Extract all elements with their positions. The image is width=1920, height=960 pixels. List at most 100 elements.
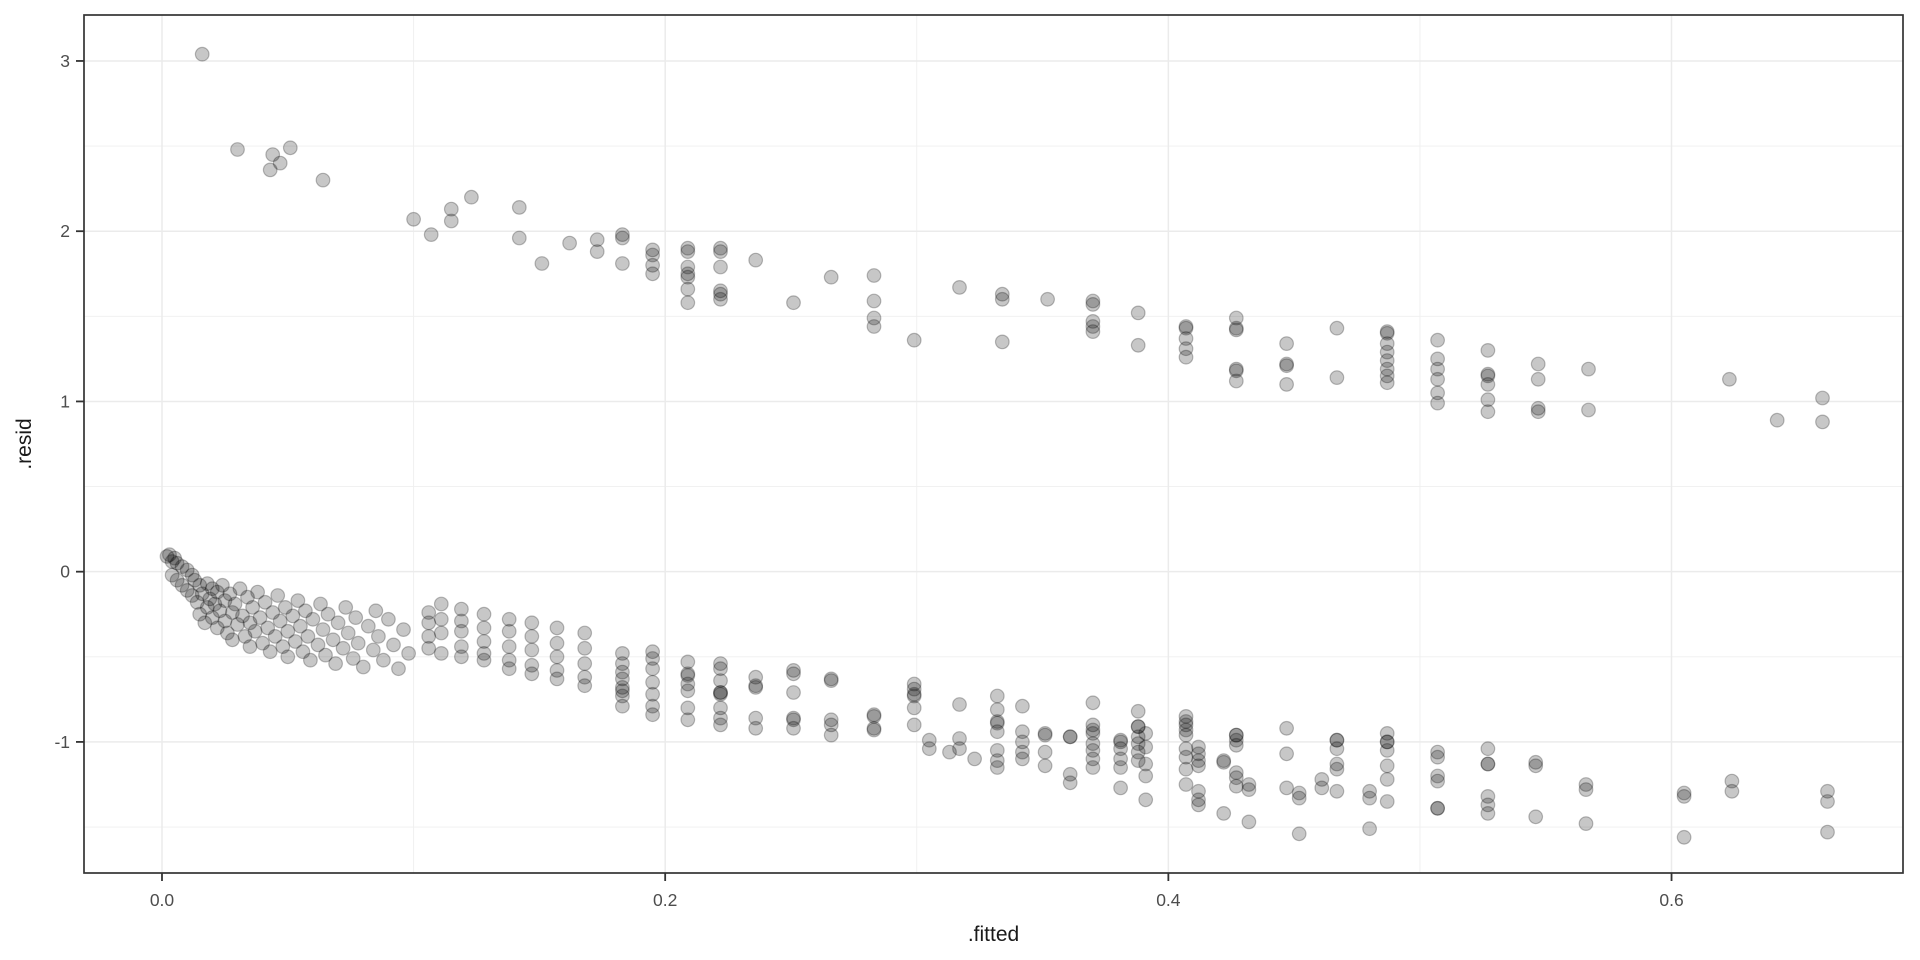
data-point — [396, 622, 411, 637]
data-point — [338, 600, 354, 615]
data-point — [524, 666, 540, 682]
data-point — [645, 674, 660, 690]
data-point — [1430, 768, 1445, 784]
data-point — [866, 707, 882, 723]
data-point — [645, 644, 660, 660]
data-point — [1130, 753, 1146, 768]
data-point — [1130, 305, 1146, 321]
data-point — [713, 286, 728, 302]
data-point — [577, 656, 593, 671]
data-point — [1015, 724, 1030, 740]
data-point — [748, 252, 764, 268]
data-point — [1062, 766, 1078, 782]
data-point — [713, 244, 728, 260]
data-point — [476, 652, 492, 668]
data-point — [906, 700, 922, 716]
data-point — [265, 605, 281, 620]
data-point — [1430, 371, 1445, 387]
data-point — [230, 617, 245, 632]
data-point — [615, 230, 630, 246]
data-point — [786, 712, 801, 728]
data-point — [1329, 732, 1345, 748]
data-point — [179, 583, 195, 598]
data-point — [823, 671, 839, 687]
data-point — [1279, 780, 1294, 796]
data-point — [906, 688, 922, 704]
data-point — [272, 613, 288, 629]
data-point — [823, 673, 839, 688]
data-point — [713, 685, 728, 700]
data-point — [204, 581, 220, 597]
data-point — [786, 295, 801, 311]
data-point — [1329, 370, 1345, 386]
data-point — [524, 642, 540, 658]
data-point — [1480, 343, 1496, 358]
data-point — [1379, 353, 1395, 369]
data-point — [1015, 698, 1030, 714]
data-point — [1138, 726, 1154, 741]
data-point — [1130, 744, 1146, 760]
data-point — [391, 661, 406, 677]
data-point — [340, 625, 356, 641]
data-point — [476, 646, 492, 661]
data-point — [1113, 732, 1128, 748]
y-tick-label: 2 — [60, 221, 70, 241]
data-point — [615, 680, 630, 695]
data-point — [270, 588, 286, 603]
data-point — [680, 259, 696, 275]
points-layer — [159, 46, 1835, 845]
data-point — [1480, 789, 1496, 804]
data-point — [267, 629, 283, 644]
data-point — [242, 615, 258, 631]
data-point — [786, 666, 801, 682]
data-point — [1430, 351, 1445, 367]
data-point — [615, 671, 630, 687]
data-point — [562, 235, 577, 251]
data-point — [786, 685, 801, 700]
data-point — [454, 623, 469, 639]
data-point — [1430, 361, 1445, 377]
data-point — [1430, 749, 1445, 765]
data-point — [1216, 806, 1232, 821]
data-point — [989, 715, 1005, 731]
data-point — [866, 709, 882, 724]
data-point — [272, 155, 288, 171]
data-point — [242, 639, 258, 654]
data-point — [1228, 373, 1244, 389]
data-point — [680, 266, 696, 282]
data-point — [1178, 714, 1194, 729]
data-point — [786, 663, 801, 678]
data-point — [994, 286, 1010, 302]
data-point — [1430, 395, 1445, 411]
data-point — [1480, 392, 1496, 408]
data-point — [906, 676, 922, 692]
data-point — [1379, 336, 1395, 352]
data-point — [645, 257, 660, 273]
data-point — [1379, 726, 1395, 741]
data-point — [1578, 816, 1594, 831]
data-point — [866, 319, 882, 334]
data-point — [1815, 390, 1830, 406]
data-point — [187, 572, 203, 588]
data-point — [386, 637, 401, 653]
data-point — [1085, 695, 1101, 711]
data-point — [1178, 717, 1194, 733]
data-point — [1362, 790, 1377, 806]
data-point — [443, 201, 459, 217]
data-point — [680, 654, 696, 670]
data-point — [189, 594, 205, 610]
data-point — [315, 172, 331, 188]
data-point — [748, 710, 764, 726]
data-point — [179, 562, 195, 578]
data-point — [680, 666, 696, 682]
data-point — [989, 688, 1005, 704]
data-point — [1228, 778, 1244, 794]
data-point — [313, 596, 328, 612]
data-point — [615, 698, 630, 714]
data-point — [240, 589, 255, 605]
data-point — [421, 605, 437, 620]
data-point — [454, 639, 469, 654]
data-point — [217, 613, 233, 629]
data-point — [320, 606, 336, 622]
data-point — [1430, 800, 1445, 816]
